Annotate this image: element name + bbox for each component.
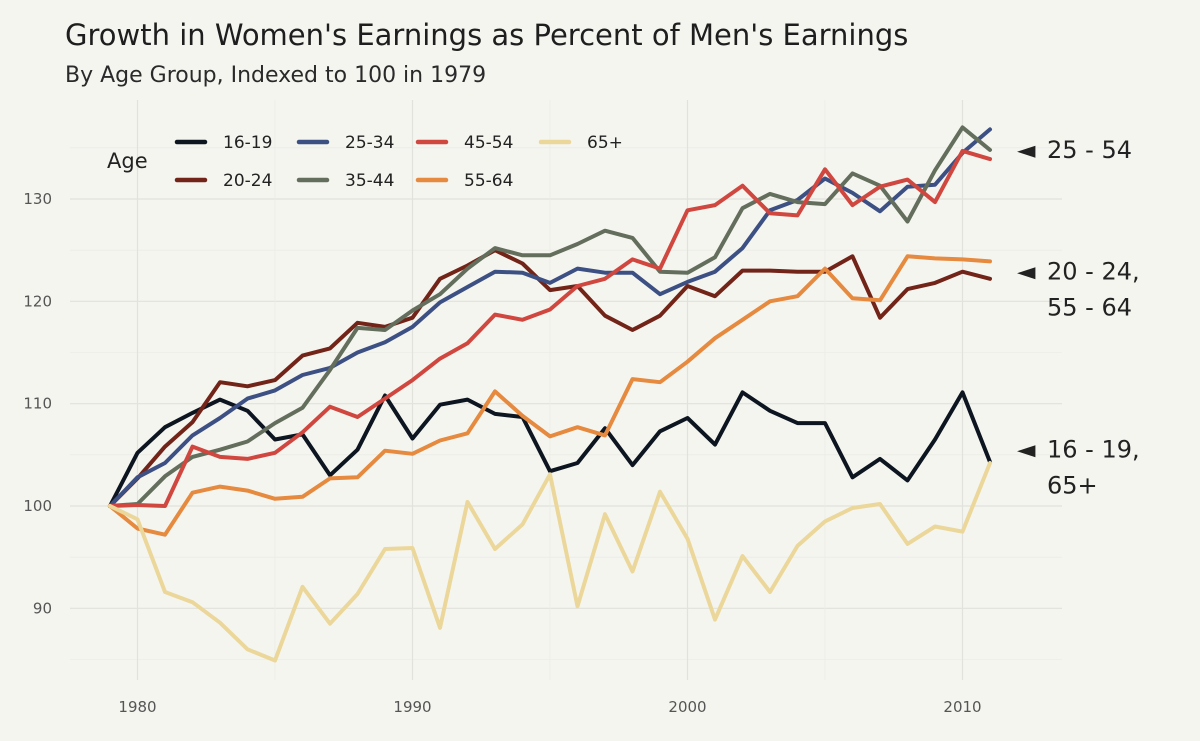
series-line-45-54 (108, 148, 992, 508)
legend-label: 65+ (587, 133, 623, 153)
annotation-label: 25 - 54 (1047, 136, 1132, 164)
y-tick-label: 130 (23, 190, 52, 208)
chart-subtitle: By Age Group, Indexed to 100 in 1979 (65, 63, 486, 88)
x-tick-label: 1990 (393, 698, 431, 716)
annotation-marker: ◄ (1017, 436, 1036, 464)
legend-label: 35-44 (345, 171, 394, 191)
series-line-20-24 (108, 248, 992, 508)
annotation-label: 55 - 64 (1047, 294, 1132, 322)
legend-label: 25-34 (345, 133, 394, 153)
legend-item-20-24: 20-24 (174, 171, 272, 191)
series-lines (108, 125, 992, 663)
series-line-16-19 (108, 390, 992, 508)
legend-item-35-44: 35-44 (296, 171, 394, 191)
annotation-label: 20 - 24, (1047, 258, 1140, 286)
series-line-25-34 (108, 127, 992, 508)
y-axis-ticks: 90 100 110 120 130 (23, 190, 52, 617)
legend-item-65+: 65+ (538, 133, 623, 153)
legend-label: 45-54 (464, 133, 513, 153)
annotation-marker: ◄ (1017, 136, 1036, 164)
legend-item-25-34: 25-34 (296, 133, 394, 153)
y-tick-label: 120 (23, 292, 52, 310)
x-axis-ticks: 1980 1990 2000 2010 (118, 698, 981, 716)
x-tick-label: 2010 (943, 698, 981, 716)
legend-label: 16-19 (223, 133, 272, 153)
annotation: ◄ 25 - 54 (1017, 136, 1132, 164)
x-tick-label: 1980 (118, 698, 156, 716)
legend: Age 16-19 20-24 25-34 35-44 45-54 55-64 65+ (107, 133, 623, 191)
series-line-65+ (108, 461, 992, 663)
annotation-label: 16 - 19, (1047, 436, 1140, 464)
series-line-55-64 (108, 254, 992, 537)
legend-item-45-54: 45-54 (415, 133, 513, 153)
legend-label: 20-24 (223, 171, 272, 191)
y-tick-label: 110 (23, 395, 52, 413)
y-tick-label: 100 (23, 497, 52, 515)
annotation: ◄ 20 - 24, 55 - 64 (1017, 258, 1140, 322)
chart-title: Growth in Women's Earnings as Percent of… (65, 18, 908, 52)
series-line-35-44 (108, 125, 992, 508)
annotation-marker: ◄ (1017, 258, 1036, 286)
end-annotations: ◄ 25 - 54 ◄ 20 - 24, 55 - 64 ◄ 16 - 19, 65+ (1017, 136, 1140, 500)
y-tick-label: 90 (33, 599, 52, 617)
legend-title: Age (107, 149, 148, 173)
annotation-label: 65+ (1047, 472, 1098, 500)
legend-item-55-64: 55-64 (415, 171, 513, 191)
legend-label: 55-64 (464, 171, 513, 191)
annotation: ◄ 16 - 19, 65+ (1017, 436, 1140, 500)
legend-item-16-19: 16-19 (174, 133, 272, 153)
x-tick-label: 2000 (668, 698, 706, 716)
